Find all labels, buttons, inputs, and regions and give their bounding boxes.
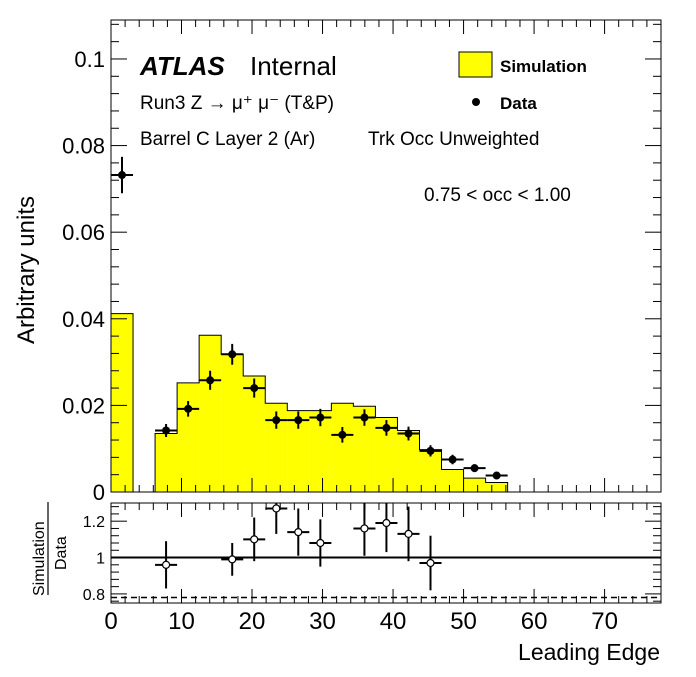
data-point (294, 416, 303, 425)
simulation-bin (243, 375, 266, 492)
data-point (118, 171, 126, 180)
ratio-point (228, 555, 237, 564)
data-point (228, 350, 237, 359)
simulation-bin (353, 406, 376, 492)
data-point (404, 429, 413, 438)
y-tick-label: 0 (93, 480, 105, 505)
simulation-bin (265, 403, 288, 492)
internal-label: Internal (250, 51, 337, 81)
ratio-point (382, 518, 391, 528)
simulation-bin (221, 354, 244, 492)
x-tick-label: 40 (380, 608, 407, 635)
data-point (426, 446, 435, 455)
y-tick-label: 0.02 (62, 393, 105, 418)
main-frame (110, 19, 662, 493)
x-tick-label: 30 (309, 608, 336, 635)
ratio-point (272, 504, 281, 513)
y-tick-label: 0.08 (62, 134, 105, 159)
legend-data-label: Data (500, 94, 537, 113)
simulation-bin (463, 478, 486, 492)
annotation-region: Barrel C Layer 2 (Ar) (140, 129, 315, 150)
ratio-reference-lines (111, 556, 661, 599)
data-point (492, 471, 501, 480)
ratio-point (404, 529, 413, 539)
simulation-bin (331, 403, 354, 492)
x-tick-label: 60 (521, 608, 548, 635)
simulation-bin (485, 482, 508, 492)
annotation-process: Run3 Z → μ⁺ μ⁻ (T&P) (140, 93, 334, 114)
ratio-y-tick-label: 1.2 (83, 514, 105, 531)
legend-simulation-swatch (458, 51, 493, 78)
x-tick-label: 70 (591, 608, 618, 635)
simulation-bin (441, 469, 464, 492)
ratio-point (426, 558, 435, 568)
ratio-point (360, 524, 369, 533)
data-point (184, 404, 193, 413)
x-tick-label: 0 (104, 608, 117, 635)
data-point (360, 413, 369, 422)
data-point (382, 423, 391, 432)
x-tick-label: 10 (168, 608, 195, 635)
ratio-frame (110, 502, 662, 604)
x-tick-label: 50 (450, 608, 477, 635)
y-tick-label: 0.04 (62, 307, 105, 332)
ratio-point (250, 535, 259, 544)
ratio-point (161, 560, 171, 569)
data-point (470, 464, 479, 473)
y-axis-label: Arbitrary units (13, 196, 40, 344)
y-tick-label: 0.1 (74, 47, 105, 72)
simulation-bin (309, 410, 332, 492)
simulation-bin (111, 313, 134, 492)
ratio-point (294, 527, 303, 537)
simulation-bin (397, 430, 420, 492)
x-tick-label: 20 (239, 608, 266, 635)
ratio-point (316, 538, 325, 548)
simulation-outline (110, 313, 509, 493)
data-point (448, 455, 457, 464)
data-point (272, 416, 281, 425)
ratio-points (155, 503, 442, 591)
simulation-bin (287, 410, 310, 492)
ratio-ylabel-denominator: Data (53, 536, 70, 570)
annotation-occupancy-range: 0.75 < occ < 1.00 (424, 185, 571, 206)
data-point (338, 430, 347, 439)
legend-data-marker (472, 98, 480, 106)
annotation-weighting: Trk Occ Unweighted (368, 129, 539, 150)
legend-simulation-label: Simulation (500, 57, 587, 76)
ratio-y-tick-label: 0.8 (83, 587, 105, 604)
simulation-bin (177, 382, 200, 492)
simulation-bin (155, 433, 178, 492)
simulation-bin (419, 449, 442, 492)
y-tick-label: 0.06 (62, 220, 105, 245)
data-point (206, 376, 215, 385)
data-point (316, 413, 325, 422)
ratio-ylabel-numerator: Simulation (31, 521, 48, 596)
data-point (162, 426, 171, 435)
data-point (250, 384, 259, 393)
ratio-y-tick-label: 1 (96, 551, 105, 568)
ratio-axes: 0.8 1 1.2 0 10 20 30 40 50 60 70 (83, 502, 662, 635)
x-axis-label: Leading Edge (518, 639, 660, 665)
simulation-histogram (110, 313, 509, 493)
simulation-bin (199, 335, 222, 492)
atlas-label: ATLAS (139, 51, 225, 81)
main-axes: 0 0.02 0.04 0.06 0.08 0.1 (62, 19, 662, 505)
simulation-bin (375, 417, 398, 492)
data-points (110, 156, 508, 480)
